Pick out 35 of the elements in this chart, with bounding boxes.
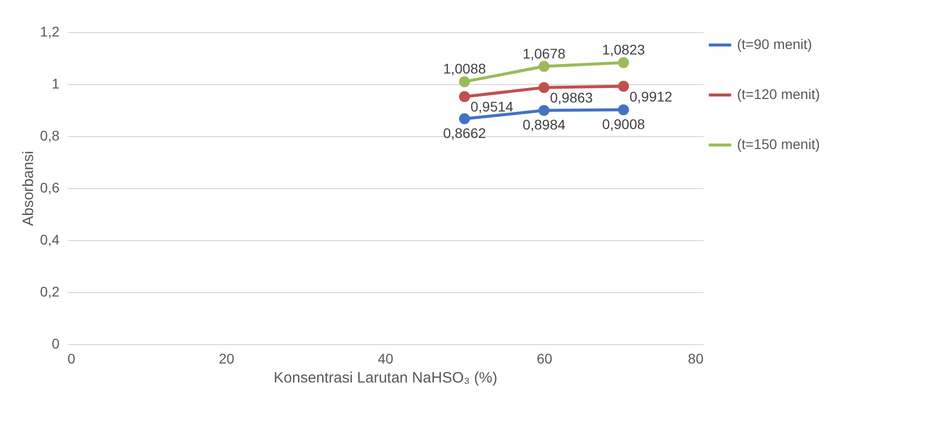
data-label: 1,0088 [443, 60, 486, 77]
point [459, 91, 470, 102]
legend-label: (t=90 menit) [737, 36, 812, 52]
point [459, 76, 470, 88]
y-tick-label: 0,4 [40, 232, 60, 248]
x-tick-label: 60 [536, 350, 552, 366]
x-tick-label: 40 [378, 350, 394, 366]
y-tick-label: 1,2 [40, 24, 60, 40]
x-tick-label: 80 [688, 350, 704, 366]
legend-label: (t=120 menit) [737, 86, 820, 102]
x-tick-label: 0 [68, 350, 76, 366]
point [538, 60, 550, 72]
data-label: 0,8984 [522, 116, 566, 132]
y-tick-label: 1 [52, 76, 60, 92]
data-label: 1,0678 [522, 45, 566, 62]
point [538, 104, 550, 116]
x-axis-title: Konsentrasi Larutan NaHSO₃ (%) [274, 370, 498, 386]
data-label: 0,9514 [470, 98, 514, 115]
legend-label: (t=150 menit) [737, 136, 820, 152]
y-axis-title: Absorbansi [20, 150, 38, 226]
y-tick-label: 0 [52, 336, 60, 352]
point [618, 57, 629, 68]
point [618, 80, 629, 92]
x-tick-label: 20 [218, 350, 234, 366]
data-label: 0,9863 [550, 90, 594, 106]
point [618, 104, 629, 116]
data-label: 1,0823 [602, 42, 646, 58]
data-label: 0,9912 [630, 88, 673, 104]
point [538, 82, 550, 94]
data-label: 0,8662 [443, 124, 486, 141]
y-tick-label: 0,8 [40, 128, 60, 144]
data-label: 0,9008 [602, 116, 646, 132]
point [459, 113, 470, 124]
y-tick-label: 0,6 [40, 180, 60, 196]
y-tick-label: 0,2 [40, 284, 60, 300]
